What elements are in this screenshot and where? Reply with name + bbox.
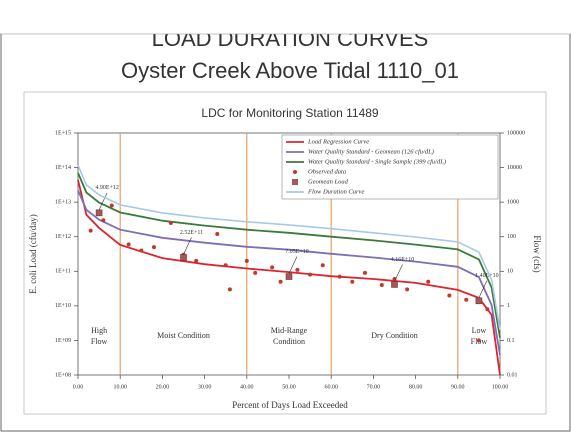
observed-point bbox=[151, 245, 156, 250]
y-axis-label: E. coli Load (cfu/day) bbox=[28, 214, 38, 293]
observed-point bbox=[320, 263, 325, 268]
y2-tick-label: 10 bbox=[507, 269, 513, 275]
data-label: 7.05E+10 bbox=[285, 249, 309, 255]
y-tick-label: 1E+11 bbox=[55, 269, 71, 275]
observed-point bbox=[308, 272, 313, 277]
observed-point bbox=[194, 258, 199, 263]
data-label: 2.52E+11 bbox=[180, 230, 203, 236]
observed-point bbox=[485, 307, 490, 312]
observed-point bbox=[405, 287, 410, 292]
series-line bbox=[77, 164, 501, 331]
legend-label: Load Regression Curve bbox=[307, 138, 369, 145]
data-label: 4.16E+10 bbox=[391, 257, 415, 263]
chart-title: LDC for Monitoring Station 11489 bbox=[201, 106, 379, 120]
y-tick-label: 1E+13 bbox=[55, 200, 71, 206]
observed-point bbox=[278, 279, 283, 284]
observed-point bbox=[464, 297, 469, 302]
label-leader bbox=[288, 256, 298, 274]
region-label: Moist Condition bbox=[157, 331, 210, 340]
observed-point bbox=[101, 218, 106, 223]
observed-point bbox=[337, 274, 342, 279]
observed-point bbox=[139, 248, 144, 253]
region-label: Dry Condition bbox=[371, 331, 417, 340]
observed-point bbox=[88, 228, 93, 233]
observed-point bbox=[227, 287, 232, 292]
y-tick-label: 1E+08 bbox=[55, 372, 71, 378]
y-tick-label: 1E+15 bbox=[55, 130, 71, 136]
legend-label: Flow Duration Curve bbox=[307, 188, 364, 195]
x-axis-label: Percent of Days Load Exceeded bbox=[232, 400, 348, 410]
y-tick-label: 1E+09 bbox=[55, 338, 71, 344]
legend-swatch bbox=[292, 179, 298, 185]
geomean-point bbox=[95, 209, 103, 217]
y-tick-label: 1E+10 bbox=[55, 303, 71, 309]
x-tick-label: 100.00 bbox=[492, 384, 509, 390]
observed-point bbox=[126, 242, 131, 247]
chart-frame bbox=[23, 91, 547, 415]
legend-label: Observed data bbox=[308, 168, 346, 175]
geomean-point bbox=[391, 281, 398, 288]
observed-point bbox=[244, 258, 249, 263]
legend-label: Geomean Load bbox=[308, 178, 349, 185]
label-leader bbox=[478, 280, 488, 298]
observed-point bbox=[168, 220, 173, 225]
observed-point bbox=[223, 263, 228, 268]
series-line bbox=[77, 189, 501, 356]
region-label: High Flow bbox=[91, 326, 108, 346]
y2-tick-label: 0.1 bbox=[507, 338, 515, 344]
label-leader bbox=[394, 264, 403, 282]
observed-point bbox=[215, 231, 220, 236]
x-tick-label: 10.00 bbox=[113, 384, 127, 390]
observed-point bbox=[476, 338, 481, 343]
y2-tick-label: 1000 bbox=[507, 200, 519, 206]
x-tick-label: 0.00 bbox=[73, 384, 84, 390]
y2-tick-label: 10000 bbox=[507, 165, 522, 171]
data-label: 1.40E+10 bbox=[475, 273, 499, 279]
observed-point bbox=[362, 270, 367, 275]
data-label: 4.90E+12 bbox=[95, 185, 119, 191]
observed-point bbox=[253, 270, 258, 275]
y2-tick-label: 1 bbox=[507, 303, 510, 309]
y2-tick-label: 100000 bbox=[507, 130, 525, 136]
x-tick-label: 60.00 bbox=[324, 384, 338, 390]
label-leader bbox=[98, 192, 108, 210]
series-line bbox=[77, 179, 501, 376]
x-tick-label: 50.00 bbox=[282, 384, 296, 390]
legend-swatch bbox=[293, 170, 297, 174]
slide-subtitle: Oyster Creek Above Tidal 1110_01 bbox=[121, 58, 459, 83]
y-tick-label: 1E+14 bbox=[55, 165, 71, 171]
y2-tick-label: 100 bbox=[507, 234, 516, 240]
label-leader bbox=[183, 237, 192, 255]
legend-label: Water Quality Standard - Single Sample (… bbox=[308, 158, 446, 165]
region-label: Mid-Range Condition bbox=[271, 326, 308, 346]
y2-axis-label: Flow (cfs) bbox=[532, 235, 542, 272]
observed-point bbox=[379, 283, 384, 288]
x-tick-label: 20.00 bbox=[156, 384, 170, 390]
geomean-point bbox=[285, 273, 293, 280]
geomean-point bbox=[475, 297, 483, 305]
observed-point bbox=[447, 293, 452, 298]
x-tick-label: 80.00 bbox=[409, 384, 423, 390]
y2-tick-label: 0.01 bbox=[507, 372, 518, 378]
x-tick-label: 90.00 bbox=[451, 384, 465, 390]
observed-point bbox=[426, 279, 431, 284]
scan-cover bbox=[0, 0, 571, 34]
y-tick-label: 1E+12 bbox=[55, 234, 71, 240]
observed-point bbox=[295, 267, 300, 272]
observed-point bbox=[350, 279, 355, 284]
series-line bbox=[77, 172, 501, 338]
x-tick-label: 30.00 bbox=[198, 384, 212, 390]
x-tick-label: 40.00 bbox=[240, 384, 254, 390]
legend-box bbox=[281, 134, 499, 200]
geomean-point bbox=[180, 254, 187, 261]
observed-point bbox=[270, 265, 275, 270]
x-tick-label: 70.00 bbox=[367, 384, 381, 390]
legend-label: Water Quality Standard - Geomean (126 cf… bbox=[308, 148, 434, 155]
observed-point bbox=[109, 203, 114, 208]
